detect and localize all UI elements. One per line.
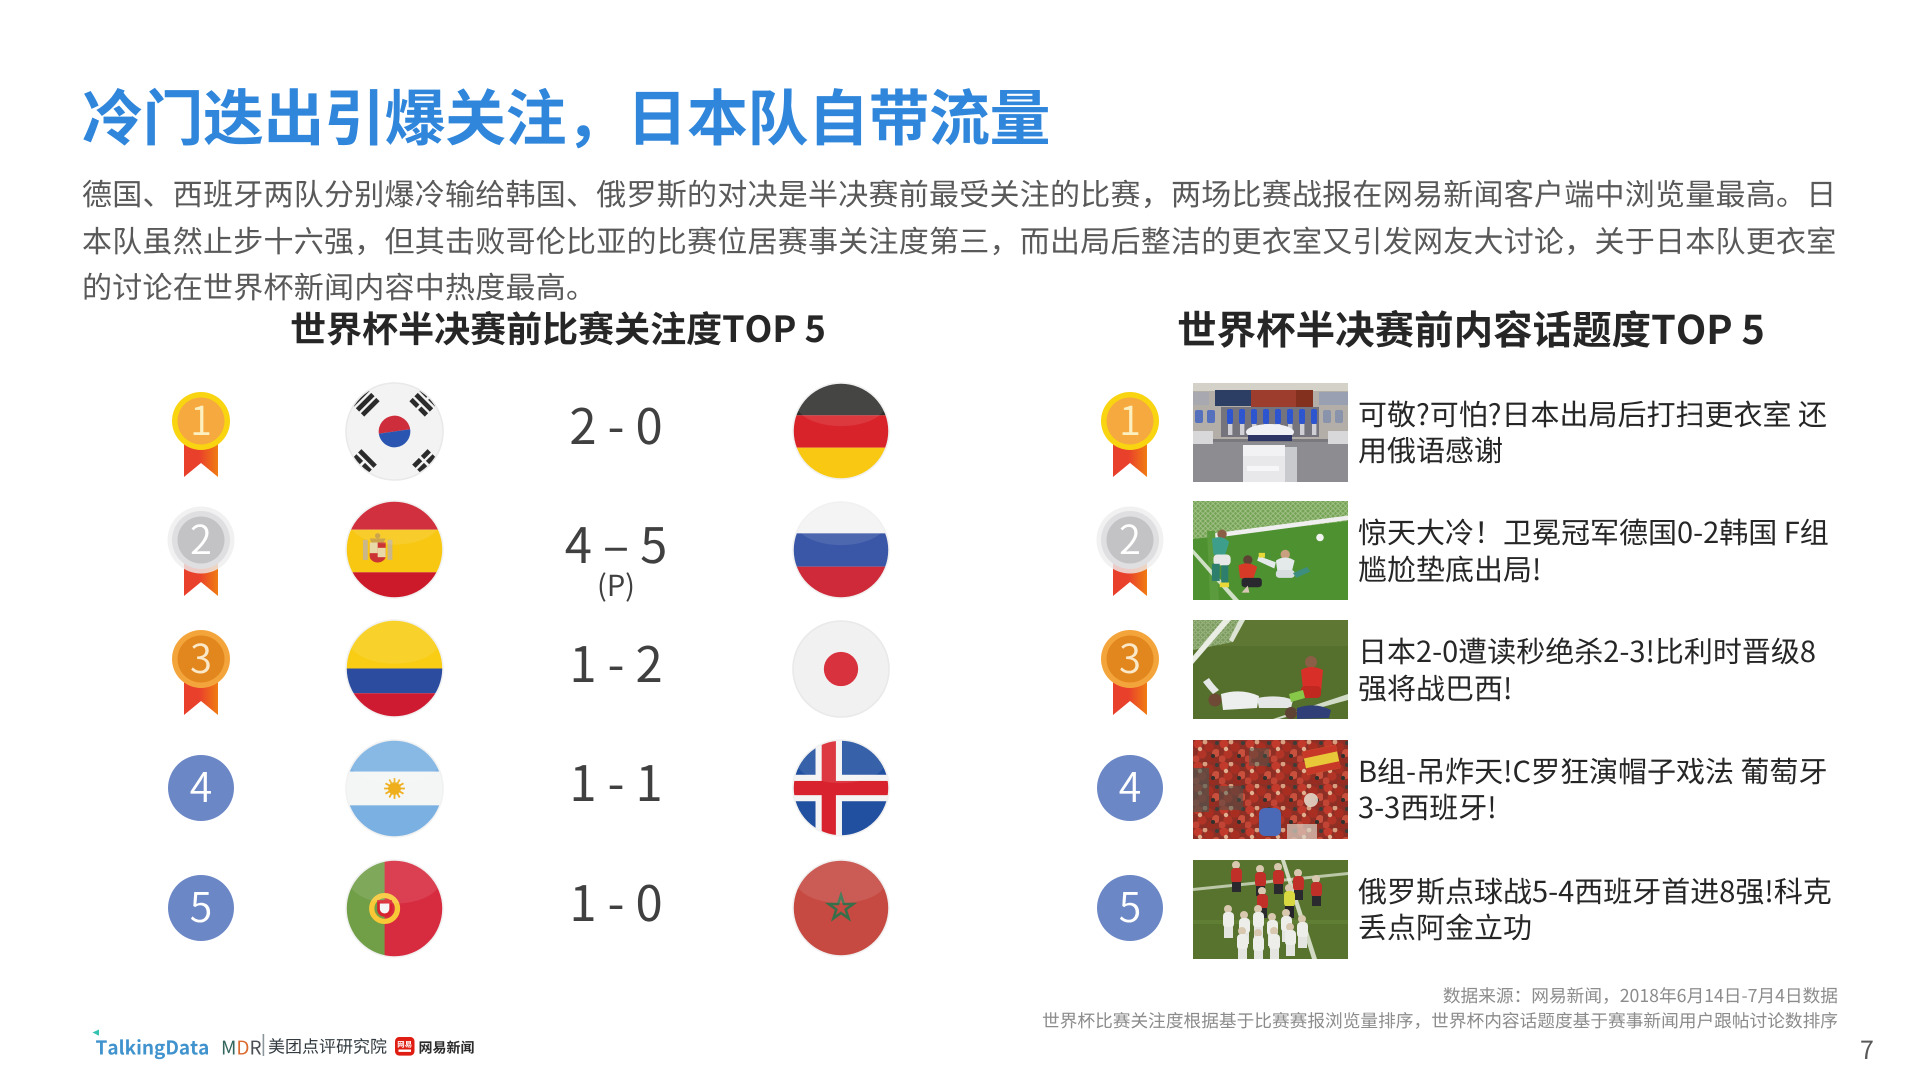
- svg-text:1: 1: [1119, 389, 1141, 447]
- svg-text:M: M: [221, 1034, 236, 1061]
- svg-text:网易: 网易: [397, 1039, 412, 1050]
- svg-text:4: 4: [190, 754, 213, 814]
- svg-text:美团点评研究院: 美团点评研究院: [268, 1033, 387, 1058]
- svg-text:3: 3: [1119, 627, 1141, 685]
- svg-text:4: 4: [1119, 754, 1142, 814]
- svg-text:R: R: [250, 1034, 262, 1061]
- svg-text:TalkingData: TalkingData: [96, 1034, 210, 1061]
- svg-text:5: 5: [190, 874, 213, 934]
- svg-text:1: 1: [190, 389, 212, 447]
- svg-text:3: 3: [190, 627, 212, 685]
- svg-text:2: 2: [1119, 508, 1141, 566]
- svg-text:5: 5: [1119, 874, 1142, 934]
- svg-text:D: D: [236, 1034, 249, 1061]
- svg-text:2: 2: [190, 508, 212, 566]
- svg-text:网易新闻: 网易新闻: [419, 1038, 475, 1058]
